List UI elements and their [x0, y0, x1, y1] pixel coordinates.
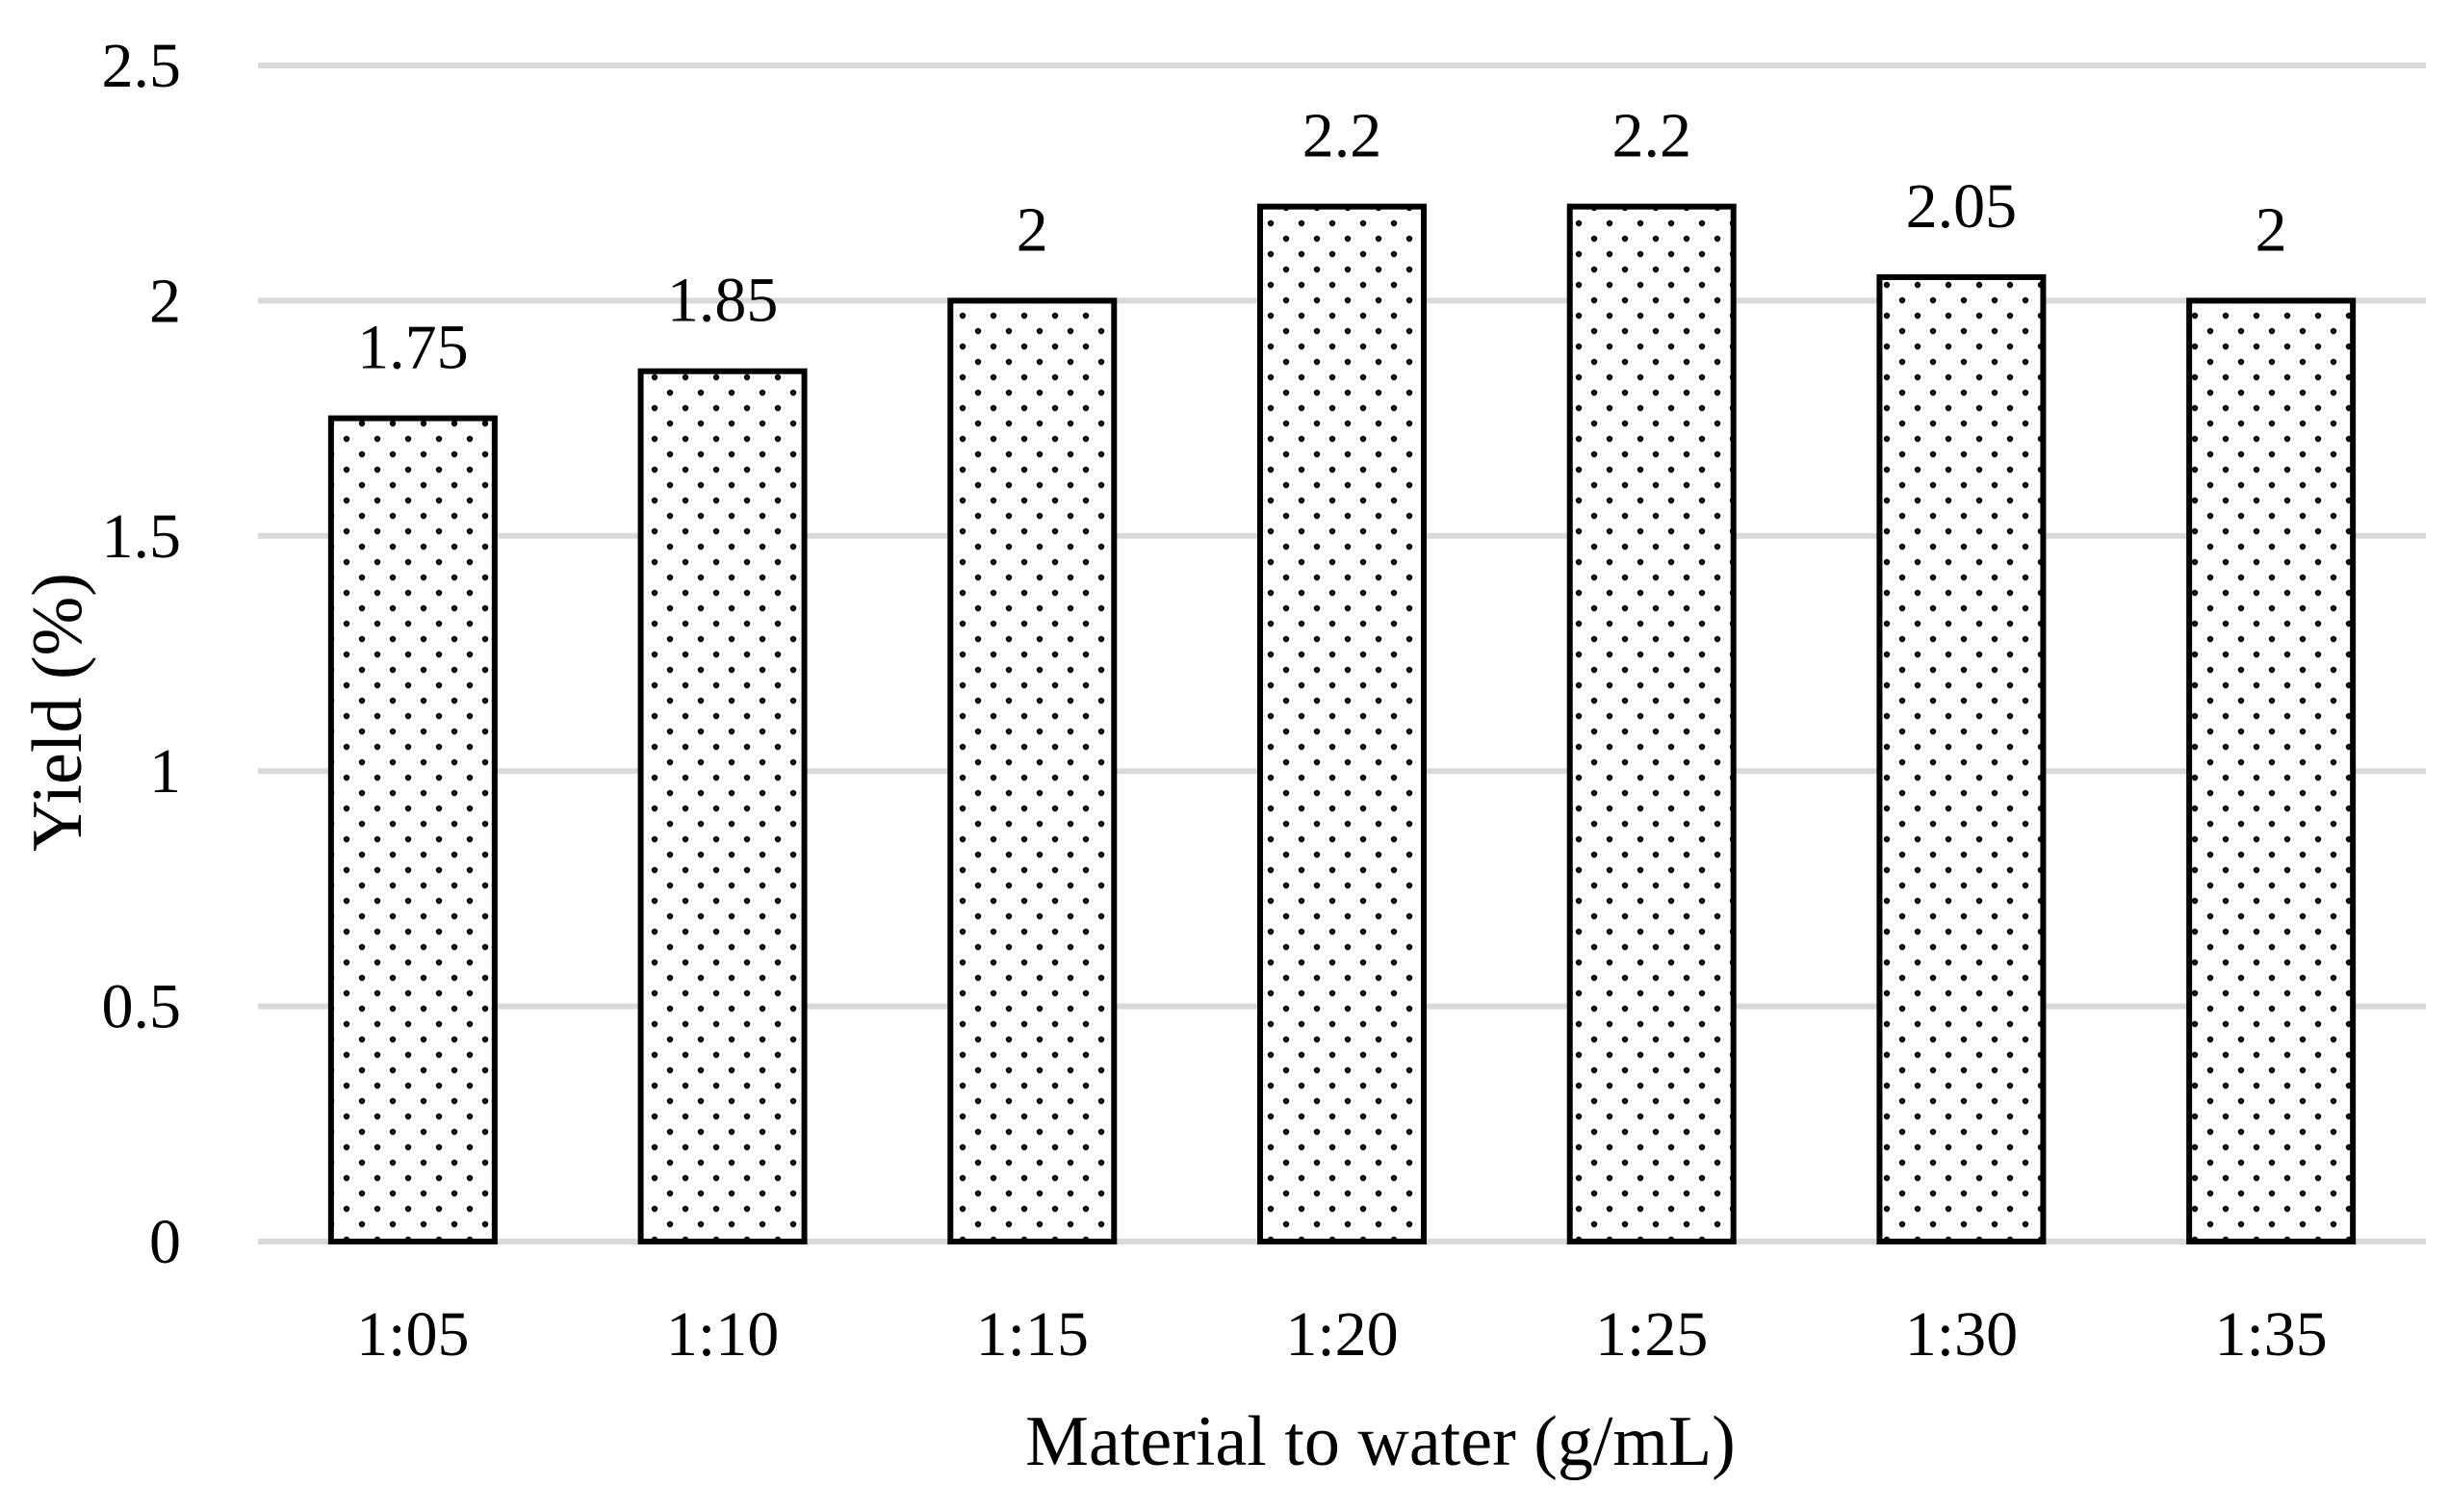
- y-tick-label: 1.5: [102, 501, 182, 572]
- y-tick-label: 2.5: [102, 31, 182, 101]
- data-label: 2: [2256, 194, 2287, 265]
- x-tick-label: 1:25: [1595, 1299, 1708, 1370]
- bar-1-10: [637, 368, 808, 1245]
- data-label: 2: [1017, 194, 1048, 265]
- data-label: 2.05: [1906, 171, 2018, 242]
- y-tick-label: 0.5: [102, 972, 182, 1042]
- data-label: 1.75: [357, 313, 469, 383]
- x-tick-label: 1:20: [1285, 1299, 1398, 1370]
- bar-1-25: [1566, 203, 1737, 1244]
- bar-1-15: [947, 297, 1118, 1244]
- x-tick-label: 1:35: [2214, 1299, 2327, 1370]
- y-axis-ticks: 0 0.5 1 1.5 2 2.5: [102, 31, 182, 1277]
- y-tick-label: 2: [149, 266, 181, 336]
- y-tick-label: 1: [149, 736, 181, 807]
- x-tick-label: 1:10: [666, 1299, 779, 1370]
- data-labels: 1.75 1.85 2 2.2 2.2 2.05 2: [357, 101, 2287, 383]
- bars: [327, 203, 2357, 1245]
- x-axis-title: Material to water (g/mL): [1025, 1402, 1736, 1481]
- x-axis-ticks: 1:05 1:10 1:15 1:20 1:25 1:30 1:35: [356, 1299, 2328, 1370]
- y-tick-label: 0: [149, 1207, 181, 1277]
- x-tick-label: 1:15: [976, 1299, 1089, 1370]
- x-tick-label: 1:05: [356, 1299, 469, 1370]
- bar-1-30: [1876, 273, 2047, 1244]
- bar-1-05: [327, 415, 498, 1245]
- data-label: 2.2: [1302, 101, 1382, 171]
- y-axis-title: Yield (%): [18, 573, 97, 852]
- x-tick-label: 1:30: [1905, 1299, 2018, 1370]
- data-label: 1.85: [667, 266, 779, 336]
- data-label: 2.2: [1611, 101, 1691, 171]
- bar-1-20: [1257, 203, 1427, 1244]
- bar-1-35: [2186, 297, 2357, 1244]
